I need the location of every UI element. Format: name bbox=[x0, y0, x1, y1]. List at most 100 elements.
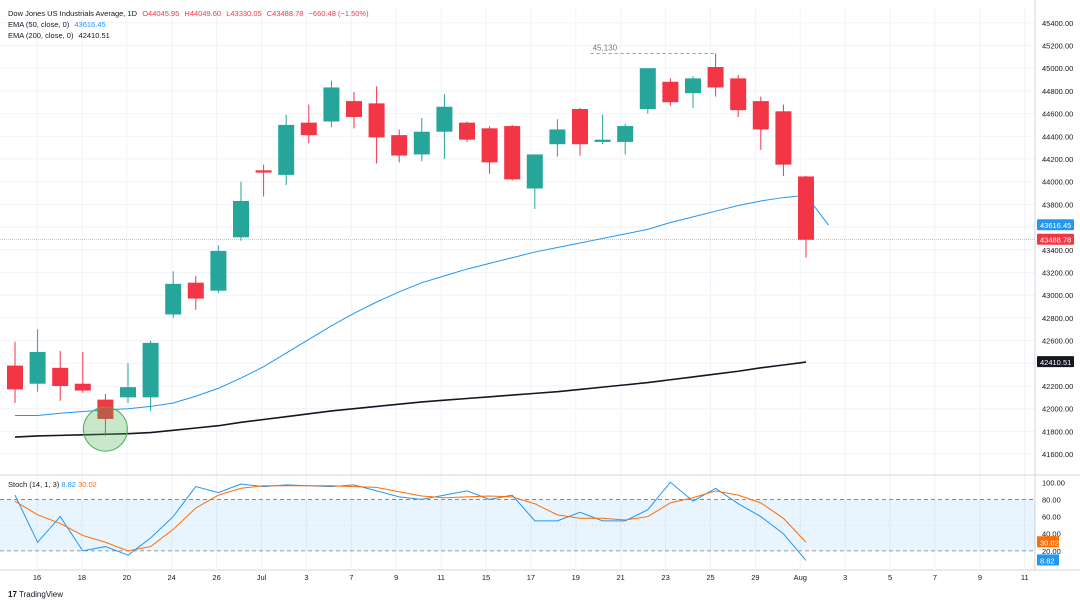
ohlc-legend: Dow Jones US Industrials Average, 1D O44… bbox=[8, 9, 372, 18]
y-tick-label: 44400.00 bbox=[1042, 132, 1073, 141]
brand-name: TradingView bbox=[18, 590, 64, 599]
close-value: C43488.78 bbox=[266, 9, 304, 18]
stoch-y-tick-label: 60.00 bbox=[1042, 513, 1061, 522]
high-annotation-label: 45,130 bbox=[593, 43, 618, 52]
y-tick-label: 45200.00 bbox=[1042, 41, 1073, 50]
x-tick-label: 25 bbox=[706, 573, 714, 582]
x-tick-label: 9 bbox=[394, 573, 398, 582]
x-tick-label: Jul bbox=[257, 573, 267, 582]
candle-body bbox=[617, 126, 634, 142]
x-tick-label: 21 bbox=[617, 573, 625, 582]
ema200-label: EMA (200, close, 0) bbox=[8, 31, 74, 40]
candle-body bbox=[752, 101, 769, 130]
y-tick-label: 42200.00 bbox=[1042, 382, 1073, 391]
stoch-y-tick-label: 40.00 bbox=[1042, 530, 1061, 539]
x-tick-label: 11 bbox=[1021, 573, 1029, 582]
x-tick-label: 15 bbox=[482, 573, 490, 582]
candle-body bbox=[278, 124, 295, 175]
stoch-y-tick-label: 80.00 bbox=[1042, 495, 1061, 504]
x-tick-label: 11 bbox=[437, 573, 445, 582]
candle-body bbox=[413, 131, 430, 155]
ema200-price-label: 42410.51 bbox=[1040, 358, 1071, 367]
x-tick-label: 3 bbox=[304, 573, 308, 582]
candle-body bbox=[504, 126, 521, 180]
x-tick-label: 19 bbox=[572, 573, 580, 582]
candle-body bbox=[662, 81, 679, 103]
y-tick-label: 44600.00 bbox=[1042, 110, 1073, 119]
stoch-d-tag-bg bbox=[1037, 536, 1059, 548]
x-tick-label: 17 bbox=[527, 573, 535, 582]
y-tick-label: 45000.00 bbox=[1042, 64, 1073, 73]
candle-body bbox=[120, 387, 136, 398]
candle-body bbox=[368, 103, 385, 138]
x-tick-label: Aug bbox=[794, 573, 807, 582]
ema200-price-label-bg bbox=[1037, 356, 1074, 368]
x-tick-label: 9 bbox=[978, 573, 982, 582]
x-tick-label: 29 bbox=[751, 573, 759, 582]
y-tick-label: 42800.00 bbox=[1042, 314, 1073, 323]
tradingview-logo: 17 TradingView bbox=[8, 590, 63, 599]
high-value: H44049.60 bbox=[184, 9, 222, 18]
stoch-k-tag: 8.82 bbox=[1040, 556, 1055, 565]
ema50-price-label-bg bbox=[1037, 219, 1074, 231]
candle-body bbox=[142, 342, 159, 398]
brand-icon: 17 bbox=[8, 590, 17, 599]
candle-body bbox=[730, 78, 747, 111]
candle-body bbox=[459, 122, 475, 140]
stoch-d-tag: 30.02 bbox=[1040, 538, 1059, 547]
y-tick-label: 42000.00 bbox=[1042, 405, 1073, 414]
y-tick-label: 44800.00 bbox=[1042, 87, 1073, 96]
change-value: −660.48 (−1.50%) bbox=[308, 9, 369, 18]
candle-body bbox=[798, 176, 814, 240]
x-tick-label: 5 bbox=[888, 573, 892, 582]
stoch-d-line bbox=[14, 485, 807, 552]
candle-body bbox=[255, 170, 272, 173]
candle-body bbox=[300, 122, 317, 136]
ema50-legend: EMA (50, close, 0) 43616.45 bbox=[8, 20, 109, 29]
candle-body bbox=[526, 154, 543, 189]
low-value: L43330.05 bbox=[226, 9, 262, 18]
x-tick-label: 3 bbox=[843, 573, 847, 582]
last-price-label-bg bbox=[1037, 233, 1074, 245]
stoch-y-tick-label: 100.00 bbox=[1042, 478, 1065, 487]
ema50-label: EMA (50, close, 0) bbox=[8, 20, 70, 29]
stoch-d-legend: 30.02 bbox=[78, 480, 97, 489]
y-tick-label: 41800.00 bbox=[1042, 427, 1073, 436]
y-tick-label: 44200.00 bbox=[1042, 155, 1073, 164]
x-tick-label: 7 bbox=[349, 573, 353, 582]
ema50-line bbox=[15, 194, 829, 417]
candle-body bbox=[346, 101, 362, 117]
y-tick-label: 42600.00 bbox=[1042, 337, 1073, 346]
candle-body bbox=[210, 250, 227, 291]
candle-body bbox=[549, 129, 566, 145]
ema50-price-label: 43616.45 bbox=[1040, 221, 1071, 230]
ema200-legend: EMA (200, close, 0) 42410.51 bbox=[8, 31, 113, 40]
candle-body bbox=[74, 383, 91, 391]
candle-body bbox=[572, 109, 588, 145]
candle-body bbox=[639, 68, 656, 110]
ema200-legend-value: 42410.51 bbox=[78, 31, 110, 40]
x-tick-label: 23 bbox=[661, 573, 669, 582]
x-tick-label: 16 bbox=[33, 573, 41, 582]
stoch-k-legend: 8.82 bbox=[61, 480, 76, 489]
candle-body bbox=[775, 111, 792, 165]
stoch-k-line bbox=[14, 481, 807, 561]
candle-body bbox=[685, 78, 701, 94]
candle-body bbox=[165, 283, 182, 315]
ema200-line bbox=[14, 361, 807, 438]
y-tick-label: 43200.00 bbox=[1042, 268, 1073, 277]
candle-body bbox=[436, 106, 453, 132]
x-tick-label: 20 bbox=[123, 573, 131, 582]
candle-body bbox=[97, 399, 114, 419]
candle-body bbox=[481, 128, 498, 163]
y-tick-label: 43000.00 bbox=[1042, 291, 1073, 300]
y-tick-label: 43400.00 bbox=[1042, 246, 1073, 255]
x-tick-label: 24 bbox=[168, 573, 176, 582]
candle-body bbox=[391, 135, 408, 156]
x-tick-label: 18 bbox=[78, 573, 86, 582]
candle-body bbox=[323, 87, 340, 122]
x-tick-label: 7 bbox=[933, 573, 937, 582]
candle-body bbox=[187, 282, 204, 299]
stoch-y-tick-label: 20.00 bbox=[1042, 547, 1061, 556]
